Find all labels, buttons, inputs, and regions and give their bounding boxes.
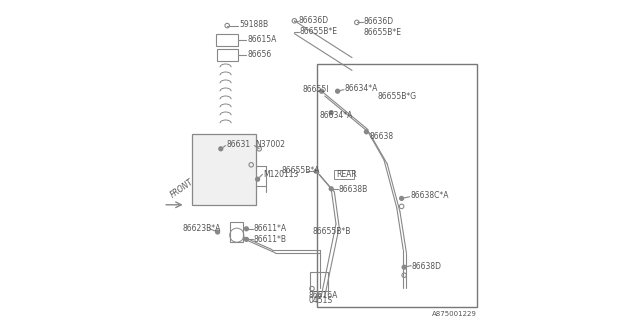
Circle shape — [365, 130, 369, 134]
Circle shape — [399, 196, 404, 200]
Bar — [192, 134, 256, 205]
Text: M120113: M120113 — [263, 170, 298, 179]
Circle shape — [330, 187, 333, 191]
Text: 86655B*G: 86655B*G — [378, 92, 417, 101]
Text: 86655B*E: 86655B*E — [364, 28, 402, 37]
Circle shape — [330, 111, 333, 115]
Circle shape — [219, 147, 223, 151]
Text: 86623B*A: 86623B*A — [182, 224, 221, 233]
Text: FRONT: FRONT — [169, 178, 196, 200]
Bar — [310, 272, 328, 291]
Bar — [317, 64, 477, 307]
Text: REAR: REAR — [336, 170, 356, 179]
Text: 86638C*A: 86638C*A — [410, 191, 449, 200]
Circle shape — [244, 237, 248, 241]
Text: 86656: 86656 — [247, 50, 271, 59]
Circle shape — [314, 169, 318, 173]
Text: 0451S: 0451S — [309, 296, 333, 305]
Text: N37002: N37002 — [255, 140, 285, 149]
Circle shape — [256, 177, 260, 181]
Circle shape — [336, 89, 340, 93]
Circle shape — [244, 227, 248, 231]
Bar — [230, 222, 243, 242]
Text: 86636D: 86636D — [298, 16, 328, 25]
Bar — [334, 170, 353, 179]
Text: 86636D: 86636D — [364, 17, 394, 26]
Text: 86611*B: 86611*B — [253, 236, 287, 244]
Bar — [216, 34, 239, 46]
Text: 86655I: 86655I — [302, 85, 329, 94]
Text: 86631: 86631 — [227, 140, 250, 149]
Text: 86615A: 86615A — [247, 35, 276, 44]
Text: 86638B: 86638B — [339, 185, 367, 194]
Circle shape — [402, 265, 406, 269]
Text: 86655B*A: 86655B*A — [282, 166, 320, 175]
Text: 86655B*E: 86655B*E — [300, 27, 338, 36]
Text: 86638D: 86638D — [412, 262, 442, 271]
Text: 86634*A: 86634*A — [344, 84, 378, 93]
Text: A875001229: A875001229 — [432, 311, 477, 317]
Text: 86634*A: 86634*A — [320, 111, 353, 120]
Text: 86616A: 86616A — [309, 291, 338, 300]
Bar — [217, 49, 238, 61]
Circle shape — [216, 230, 220, 234]
Text: 86655B*B: 86655B*B — [313, 227, 351, 236]
Text: 59188B: 59188B — [239, 20, 269, 28]
Circle shape — [320, 89, 324, 93]
Text: 86638: 86638 — [370, 132, 394, 140]
Text: 86611*A: 86611*A — [253, 224, 287, 233]
